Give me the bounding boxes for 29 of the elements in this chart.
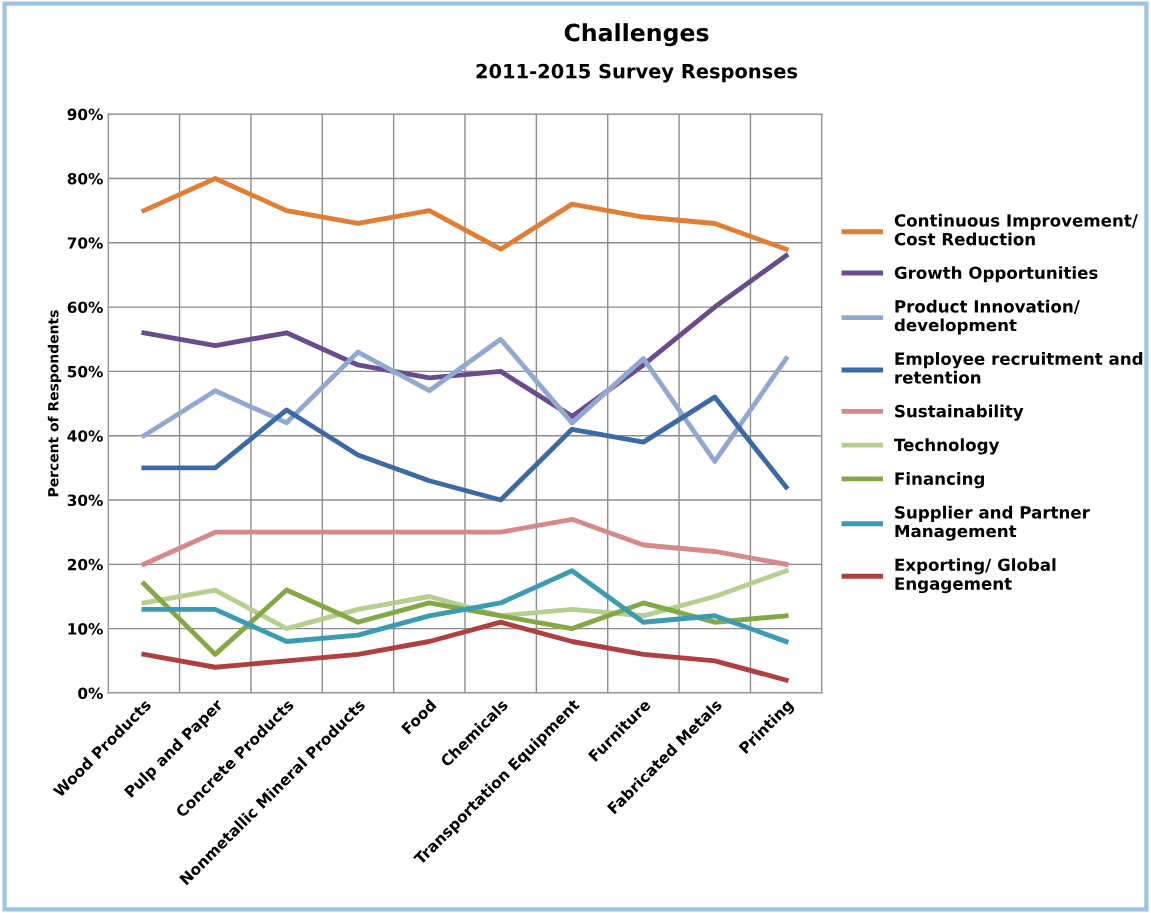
legend-label: Employee recruitment and retention xyxy=(895,352,1143,384)
legend-label: Supplier and Partner Management xyxy=(895,505,1090,541)
y-tick-label: 80% xyxy=(67,172,103,185)
chart-subtitle: 2011-2015 Survey Responses xyxy=(476,63,798,83)
y-tick-label: 0% xyxy=(78,687,103,699)
legend-label: Exporting/ Global Engagement xyxy=(895,558,1056,594)
legend-label: Financing xyxy=(895,472,985,489)
y-tick-label: 20% xyxy=(67,558,103,571)
y-tick-label: 50% xyxy=(67,365,103,378)
y-tick-label: 30% xyxy=(67,494,103,507)
y-tick-label: 10% xyxy=(68,623,103,635)
line-series xyxy=(141,176,789,252)
line-series xyxy=(141,336,789,464)
y-tick-label: 60% xyxy=(67,301,103,314)
line-series xyxy=(141,581,789,657)
y-axis-title: Percent of Respondents xyxy=(47,310,62,497)
y-tick-label: 70% xyxy=(67,237,103,249)
line-series xyxy=(141,619,789,683)
line-series xyxy=(141,516,789,567)
y-tick-label: 40% xyxy=(67,430,103,442)
line-series xyxy=(141,568,789,644)
chart-title: Challenges xyxy=(564,23,709,47)
legend-label: Product Innovation/ development xyxy=(894,299,1080,335)
legend-label: Growth Opportunities xyxy=(894,266,1098,283)
legend-label: Continuous Improvement/ Cost Reduction xyxy=(894,213,1138,246)
legend-label: Technology xyxy=(894,438,1000,455)
line-series xyxy=(141,394,789,503)
legend-label: Sustainability xyxy=(895,404,1024,421)
y-tick-label: 90% xyxy=(67,108,103,121)
